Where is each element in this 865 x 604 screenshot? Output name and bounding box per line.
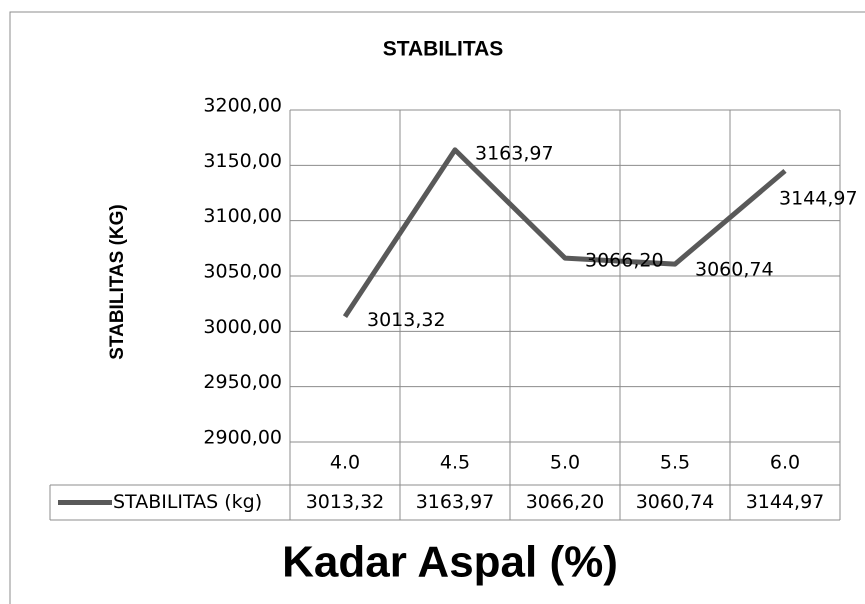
- y-tick-label: 3100,00: [203, 205, 282, 227]
- table-cell: 3163,97: [416, 491, 495, 513]
- y-tick-label: 3150,00: [203, 150, 282, 172]
- data-label: 3013,32: [367, 309, 446, 331]
- x-tick-label: 4.5: [440, 452, 470, 474]
- legend-label: STABILITAS (kg): [113, 491, 262, 513]
- data-label: 3144,97: [779, 187, 858, 209]
- x-tick-label: 6.0: [770, 452, 800, 474]
- x-tick-label: 5.0: [550, 452, 580, 474]
- y-tick-label: 2900,00: [203, 427, 282, 449]
- y-tick-label: 3050,00: [203, 261, 282, 283]
- data-label: 3163,97: [475, 142, 554, 164]
- x-tick-label: 5.5: [660, 452, 690, 474]
- table-cell: 3060,74: [636, 491, 715, 513]
- x-axis-title: Kadar Aspal (%): [282, 538, 618, 587]
- table-cell: 3144,97: [746, 491, 825, 513]
- table-cell: 3066,20: [526, 491, 605, 513]
- table-cell: 3013,32: [306, 491, 385, 513]
- y-tick-label: 3200,00: [203, 95, 282, 117]
- data-label: 3066,20: [585, 250, 664, 272]
- x-tick-label: 4.0: [330, 452, 360, 474]
- chart-title: STABILITAS: [383, 38, 504, 61]
- y-axis-title: STABILITAS (KG): [107, 204, 128, 360]
- chart-border: [9, 11, 865, 604]
- data-label: 3060,74: [695, 259, 774, 281]
- y-tick-label: 3000,00: [203, 316, 282, 338]
- y-tick-label: 2950,00: [203, 371, 282, 393]
- line: [342, 147, 787, 318]
